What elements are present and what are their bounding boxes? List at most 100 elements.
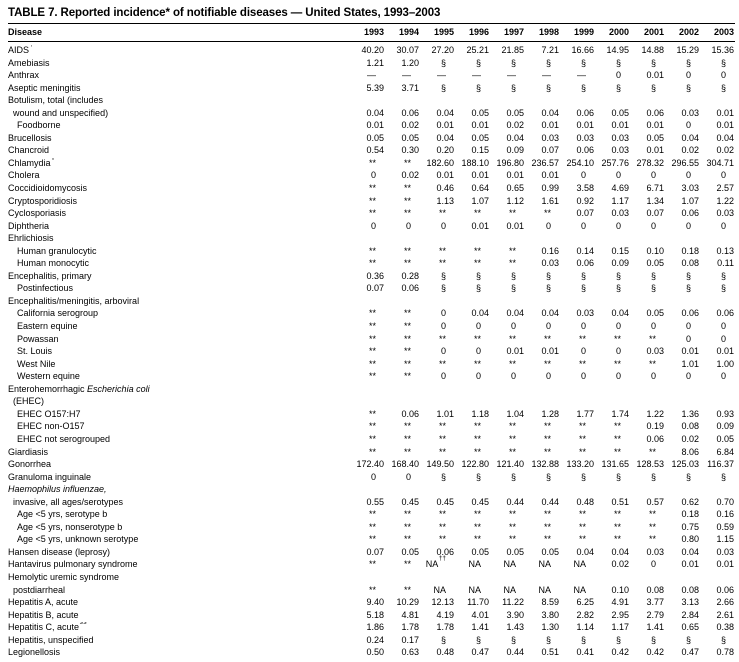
value-cell: 0.50 xyxy=(366,647,384,658)
value-cell: ** xyxy=(578,433,586,444)
value-cell: 1.78 xyxy=(401,622,419,633)
value-cell: 3.90 xyxy=(506,609,524,620)
value-cell: ** xyxy=(473,358,481,369)
value-cell: 0.01 xyxy=(541,120,559,131)
value-cell: 0 xyxy=(545,371,551,382)
table-row: Amebiasis 1.21 1.20 § § § § § § § § § xyxy=(8,58,735,71)
table-row: Postinfectious 0.07 0.06 § § § § § § § § § xyxy=(8,283,735,296)
value-cell: 0 xyxy=(510,371,516,382)
table-row: Hantavirus pulmonary syndrome ** ** NA†† NA N… xyxy=(8,556,735,572)
value-cell: 0.57 xyxy=(646,496,664,507)
value-cell: NA xyxy=(503,559,516,570)
value-cell: 2.57 xyxy=(716,183,734,194)
value-cell: 1.78 xyxy=(436,622,454,633)
value-cell: 0.44 xyxy=(541,496,559,507)
value-cell: § xyxy=(720,634,726,645)
value-cell: ** xyxy=(473,333,481,344)
value-cell: 0.15 xyxy=(611,245,629,256)
value-cell: 0 xyxy=(580,371,586,382)
value-cell: ** xyxy=(403,346,411,357)
value-cell: 21.85 xyxy=(501,45,524,55)
value-cell: 0 xyxy=(615,220,621,231)
value-cell: 4.19 xyxy=(436,609,454,620)
value-cell: 2.82 xyxy=(576,609,594,620)
value-cell: 0.01 xyxy=(646,120,664,131)
value-cell: 0 xyxy=(650,220,656,231)
header-cell-year: 2000 xyxy=(608,27,629,37)
value-cell: 6.71 xyxy=(646,183,664,194)
value-cell: § xyxy=(685,283,691,294)
value-cell: 0 xyxy=(685,333,691,344)
value-cell: 0.05 xyxy=(471,107,489,118)
value-cell: 1.14 xyxy=(576,622,594,633)
table-row: California serogroup ** ** 0 0.04 0.04 0.04 0.0… xyxy=(8,308,735,321)
value-cell: § xyxy=(650,82,656,93)
value-cell: 0.02 xyxy=(401,170,419,181)
header-cell-year: 1993 xyxy=(363,27,384,37)
value-cell: 0.08 xyxy=(646,584,664,595)
row-label: Cholera xyxy=(8,170,40,181)
value-cell: 0.02 xyxy=(611,559,629,570)
value-cell: 0.01 xyxy=(471,170,489,181)
value-cell: ** xyxy=(368,433,376,444)
value-cell: 0.65 xyxy=(681,622,699,633)
value-cell: § xyxy=(545,270,551,281)
value-cell: ** xyxy=(403,521,411,532)
value-cell: 0.45 xyxy=(471,496,489,507)
value-cell: ** xyxy=(368,358,376,369)
value-cell: § xyxy=(475,471,481,482)
row-label: Age <5 yrs, serotype b xyxy=(17,509,108,520)
value-cell: ** xyxy=(403,358,411,369)
value-cell: ** xyxy=(613,521,621,532)
value-cell: ** xyxy=(368,371,376,382)
value-cell: 0.05 xyxy=(401,132,419,143)
value-cell: 3.13 xyxy=(681,597,699,608)
value-cell: § xyxy=(545,283,551,294)
value-cell: NA xyxy=(503,584,516,595)
value-cell: NA xyxy=(468,584,481,595)
value-cell: 1.12 xyxy=(506,195,524,206)
value-cell: ** xyxy=(508,509,516,520)
value-cell: 0.01 xyxy=(576,120,594,131)
row-label: EHEC non-O157 xyxy=(17,421,85,432)
value-cell: ** xyxy=(403,258,411,269)
value-cell: ** xyxy=(508,521,516,532)
value-cell: ** xyxy=(508,208,516,219)
table-row: Human monocytic ** ** ** ** ** 0.03 0.06 0.09 0.0… xyxy=(8,258,735,271)
value-cell: § xyxy=(720,270,726,281)
value-cell: 0.03 xyxy=(541,132,559,143)
value-cell: ** xyxy=(368,584,376,595)
value-cell: 0.03 xyxy=(681,107,699,118)
value-cell: 0.64 xyxy=(471,183,489,194)
value-cell: 132.88 xyxy=(531,459,559,470)
value-cell: 0 xyxy=(720,333,726,344)
value-cell: 12.13 xyxy=(431,597,454,608)
value-cell: 1.86 xyxy=(366,622,384,633)
value-cell: ** xyxy=(368,157,376,168)
value-cell: 0 xyxy=(720,70,726,81)
value-cell: 0.06 xyxy=(646,107,664,118)
value-cell: ** xyxy=(508,333,516,344)
value-cell: 0.03 xyxy=(611,132,629,143)
value-cell: § xyxy=(475,283,481,294)
value-cell: 0 xyxy=(720,220,726,231)
value-cell: 0.51 xyxy=(541,647,559,658)
value-cell: 15.36 xyxy=(711,45,734,55)
row-label: Age <5 yrs, unknown serotype xyxy=(17,534,139,545)
table-row: Age <5 yrs, serotype b ** ** ** ** ** ** ** ** **… xyxy=(8,509,735,522)
value-cell: ** xyxy=(368,195,376,206)
value-cell: 0 xyxy=(650,321,656,332)
row-label: St. Louis xyxy=(17,346,53,357)
value-cell: ** xyxy=(438,245,446,256)
value-cell: § xyxy=(510,57,516,68)
value-cell: 0.06 xyxy=(716,308,734,319)
table-row: Haemophilus influenzae, xyxy=(8,484,735,497)
value-cell: 0.05 xyxy=(401,546,419,557)
value-cell: § xyxy=(615,57,621,68)
row-label: Western equine xyxy=(17,371,80,382)
value-cell: ** xyxy=(473,245,481,256)
value-cell: 0 xyxy=(580,220,586,231)
row-label: Postinfectious xyxy=(17,283,74,294)
value-cell: ** xyxy=(403,321,411,332)
value-cell: 0.19 xyxy=(646,421,664,432)
